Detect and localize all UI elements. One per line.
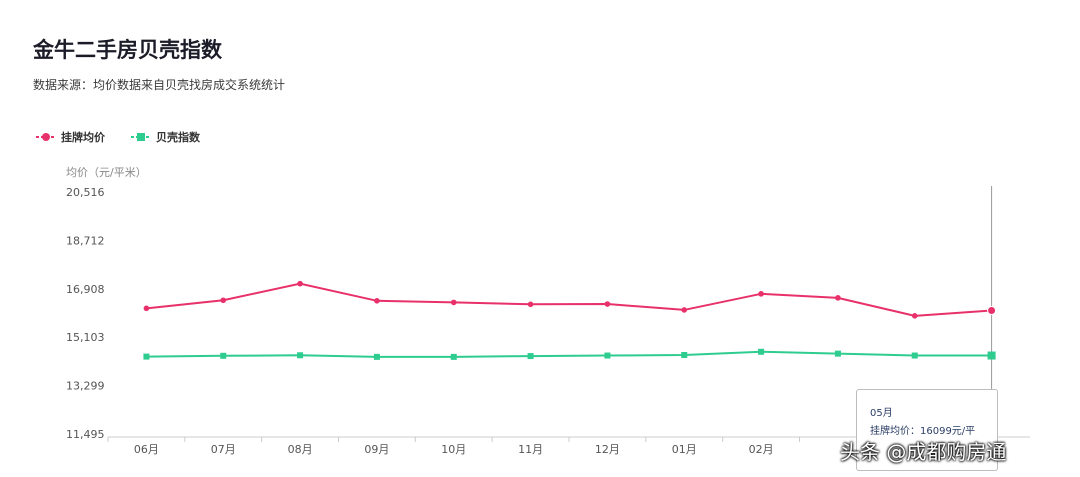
x-tick-label: 12月 [595, 443, 620, 456]
data-point [220, 352, 227, 359]
data-point [143, 305, 150, 312]
data-point [373, 353, 380, 360]
legend-item-listing-price[interactable]: 挂牌均价 [36, 129, 105, 145]
x-tick-label: 01月 [672, 443, 697, 456]
data-point [834, 350, 841, 357]
x-tick-label: 11月 [518, 443, 543, 456]
data-point [681, 351, 688, 358]
data-point [297, 352, 304, 359]
watermark: 头条 @成都购房通 [840, 440, 1007, 464]
data-point [681, 307, 688, 313]
data-point [911, 313, 918, 319]
legend: 挂牌均价 贝壳指数 [36, 129, 226, 145]
tooltip-month: 05月 [870, 408, 893, 419]
data-point [220, 297, 227, 304]
x-tick-label: 09月 [364, 443, 389, 456]
y-tick-label: 13,299 [66, 380, 105, 393]
data-point [835, 295, 841, 301]
legend-label-beike-index: 贝壳指数 [156, 131, 200, 144]
y-tick-label: 15,103 [66, 331, 105, 344]
x-tick-label: 10月 [441, 443, 466, 456]
data-point [758, 291, 764, 297]
chart-subtitle: 数据来源：均价数据来自贝壳找房成交系统统计 [33, 78, 286, 92]
y-tick-label: 16,908 [66, 283, 105, 296]
x-tick-label: 08月 [288, 443, 313, 456]
data-point [450, 353, 457, 360]
data-point [987, 351, 996, 360]
data-point [604, 301, 611, 307]
chart-title: 金牛二手房贝壳指数 [33, 38, 222, 62]
data-point [911, 352, 918, 359]
data-point [143, 353, 150, 360]
legend-item-beike-index[interactable]: 贝壳指数 [131, 129, 200, 145]
x-tick-label: 06月 [134, 443, 159, 456]
circle-line-icon [36, 133, 56, 141]
series-line-listing-price [146, 282, 992, 317]
legend-label-listing-price: 挂牌均价 [61, 131, 105, 144]
data-point [527, 301, 534, 308]
data-point [450, 299, 457, 306]
y-axis-title: 均价（元/平米） [66, 166, 147, 179]
y-tick-label: 11,495 [66, 428, 105, 441]
data-point [604, 352, 611, 359]
x-tick-label: 07月 [211, 443, 236, 456]
data-point [987, 305, 997, 315]
y-tick-label: 18,712 [66, 234, 105, 247]
series-line-beike-index [146, 350, 992, 358]
data-point [758, 348, 765, 355]
y-tick-label: 20,516 [66, 186, 105, 199]
data-point [297, 280, 303, 287]
data-point [374, 298, 380, 304]
data-point [527, 353, 534, 360]
x-tick-label: 02月 [749, 443, 774, 456]
tooltip-value: 挂牌均价：16099元/平 [870, 426, 976, 437]
square-line-icon [131, 133, 151, 141]
tooltip: 05月 挂牌均价：16099元/平 [856, 389, 998, 471]
